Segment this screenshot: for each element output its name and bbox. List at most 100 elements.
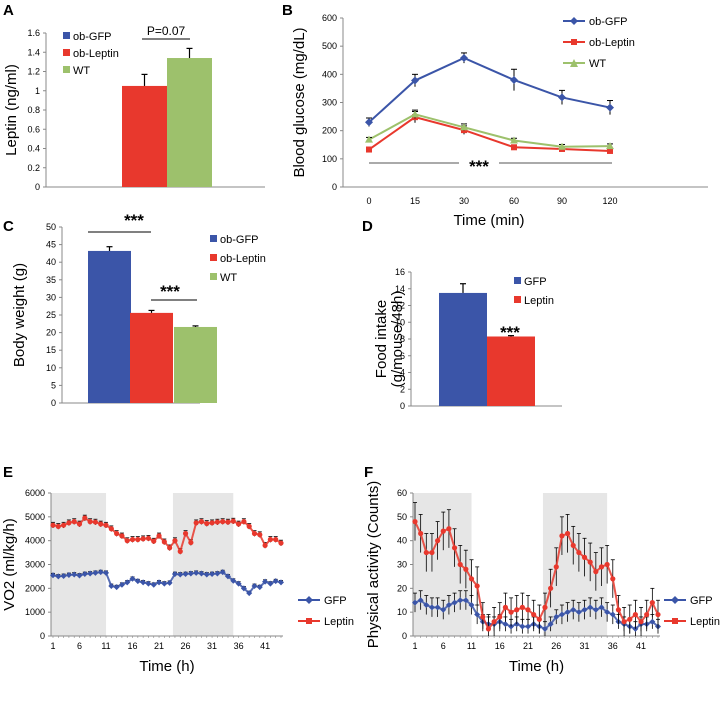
panel-f-y-tick-label: 40 [397, 536, 407, 546]
panel-f-point [480, 614, 486, 620]
panel-c-y-tick-label: 40 [46, 257, 56, 267]
panel-f-legend-marker [671, 596, 679, 604]
panel-e-y-label: VO2 (ml/kg/h) [1, 518, 18, 611]
panel-c-sig-stars: *** [124, 211, 144, 230]
panel-b-x-label: Time (min) [453, 212, 524, 229]
panel-a-y-tick-label: 1.4 [27, 47, 40, 57]
panel-e-point [214, 519, 220, 525]
panel-e-point [272, 578, 279, 585]
panel-f-y-tick-label: 20 [397, 583, 407, 593]
panel-c-bar-wt [174, 326, 217, 403]
panel-f-point [519, 604, 525, 611]
panel-c-legend-label: WT [220, 272, 237, 284]
panel-f-point [632, 611, 638, 618]
panel-f-point [638, 619, 644, 625]
panel-f-y-tick-label: 30 [397, 560, 407, 570]
panel-e-point [198, 519, 205, 525]
panel-e-x-tick-label: 41 [260, 641, 270, 651]
panel-e-point [76, 521, 83, 527]
panel-b-line-ob-leptin [368, 116, 611, 152]
panel-e-point [246, 523, 252, 529]
panel-d-y-tick-label: 0 [400, 401, 405, 411]
panel-e-y-tick-label: 4000 [25, 536, 45, 546]
panel-f-point [592, 606, 599, 613]
panel-e-legend-label: GFP [324, 595, 347, 607]
panel-e-point [182, 530, 189, 537]
panel-f-point [593, 569, 599, 575]
panel-c-bar-ob-gfp [88, 250, 131, 403]
panel-d-bar-gfp [439, 292, 487, 406]
panel-c-y-tick-label: 20 [46, 328, 56, 338]
panel-label-c: C [3, 218, 14, 235]
panel-b-legend-label: WT [589, 58, 606, 70]
panel-e-point [209, 571, 216, 578]
panel-e-point [71, 571, 78, 578]
panel-f-point [485, 626, 492, 632]
panel-e-x-tick-label: 36 [234, 641, 244, 651]
panel-f-line-leptin [414, 521, 659, 631]
panel-e-point [145, 580, 152, 587]
panel-e-x-tick-label: 6 [77, 641, 82, 651]
panel-e-x-tick-label: 31 [207, 641, 217, 651]
panel-a-y-tick-label: 1.6 [27, 28, 40, 38]
panel-e-point [92, 569, 99, 576]
panel-f-y-tick-label: 10 [397, 607, 407, 617]
panel-f-point [610, 576, 616, 582]
panel-e-point [140, 579, 147, 586]
panel-b-x-tick-label: 90 [557, 196, 567, 206]
panel-d-legend-label: GFP [524, 276, 547, 288]
panel-e-point [124, 579, 131, 586]
panel-label-b: B [282, 2, 293, 19]
panel-c-y-tick-label: 0 [51, 398, 56, 408]
panel-e-point [150, 581, 157, 588]
panel-e-x-tick-label: 21 [154, 641, 164, 651]
panel-e-point [246, 590, 253, 597]
panel-e-point [219, 569, 226, 576]
panel-e-point [204, 520, 210, 527]
panel-f-point [644, 611, 650, 618]
panel-f-point [418, 530, 424, 537]
panel-c-legend-swatch [210, 273, 217, 280]
panel-e-point [129, 536, 136, 543]
panel-e-point [251, 530, 258, 537]
panel-e-point [209, 520, 215, 526]
panel-f-point [502, 621, 509, 628]
panel-f-point [519, 623, 526, 630]
panel-d-legend-label: Leptin [524, 295, 554, 307]
panel-d-y-tick-label: 4 [400, 368, 405, 378]
panel-e-point [230, 577, 237, 584]
panel-e-point [145, 535, 152, 541]
panel-c-y-tick-label: 15 [46, 345, 56, 355]
panel-f-point [649, 600, 655, 606]
panel-b-sig-stars: *** [469, 157, 489, 176]
panel-f-x-tick-label: 6 [441, 641, 446, 651]
panel-c-y-tick-label: 30 [46, 292, 56, 302]
panel-f-legend-label: Leptin [690, 616, 720, 628]
panel-f-point [491, 619, 497, 625]
panel-e-point [240, 585, 247, 592]
panel-e-point [66, 520, 72, 526]
panel-e-point [87, 570, 94, 577]
panel-e-point [151, 538, 157, 544]
panel-f-point [581, 606, 588, 613]
panel-f-point [474, 611, 481, 618]
panel-f-point [541, 625, 548, 632]
panel-f-point [412, 599, 418, 606]
panel-b-x-tick-label: 60 [509, 196, 519, 206]
panel-e-point [262, 542, 268, 549]
panel-b-legend-label: ob-GFP [589, 16, 628, 28]
panel-f-point [531, 611, 537, 618]
panel-b-line-ob-gfp [368, 56, 611, 123]
panel-f-point [462, 597, 469, 604]
panel-b-y-tick-label: 600 [322, 13, 337, 23]
panel-e-point [256, 584, 263, 591]
panel-f-point [508, 609, 514, 615]
panel-c-y-tick-label: 35 [46, 275, 56, 285]
panel-c-bar-ob-leptin [130, 312, 173, 403]
panel-a-legend-label: WT [73, 65, 90, 77]
panel-a-pvalue: P=0.07 [147, 24, 186, 38]
panel-f-point [649, 618, 656, 625]
panel-e-point [92, 519, 99, 525]
panel-d-y-tick-label: 14 [395, 284, 405, 294]
